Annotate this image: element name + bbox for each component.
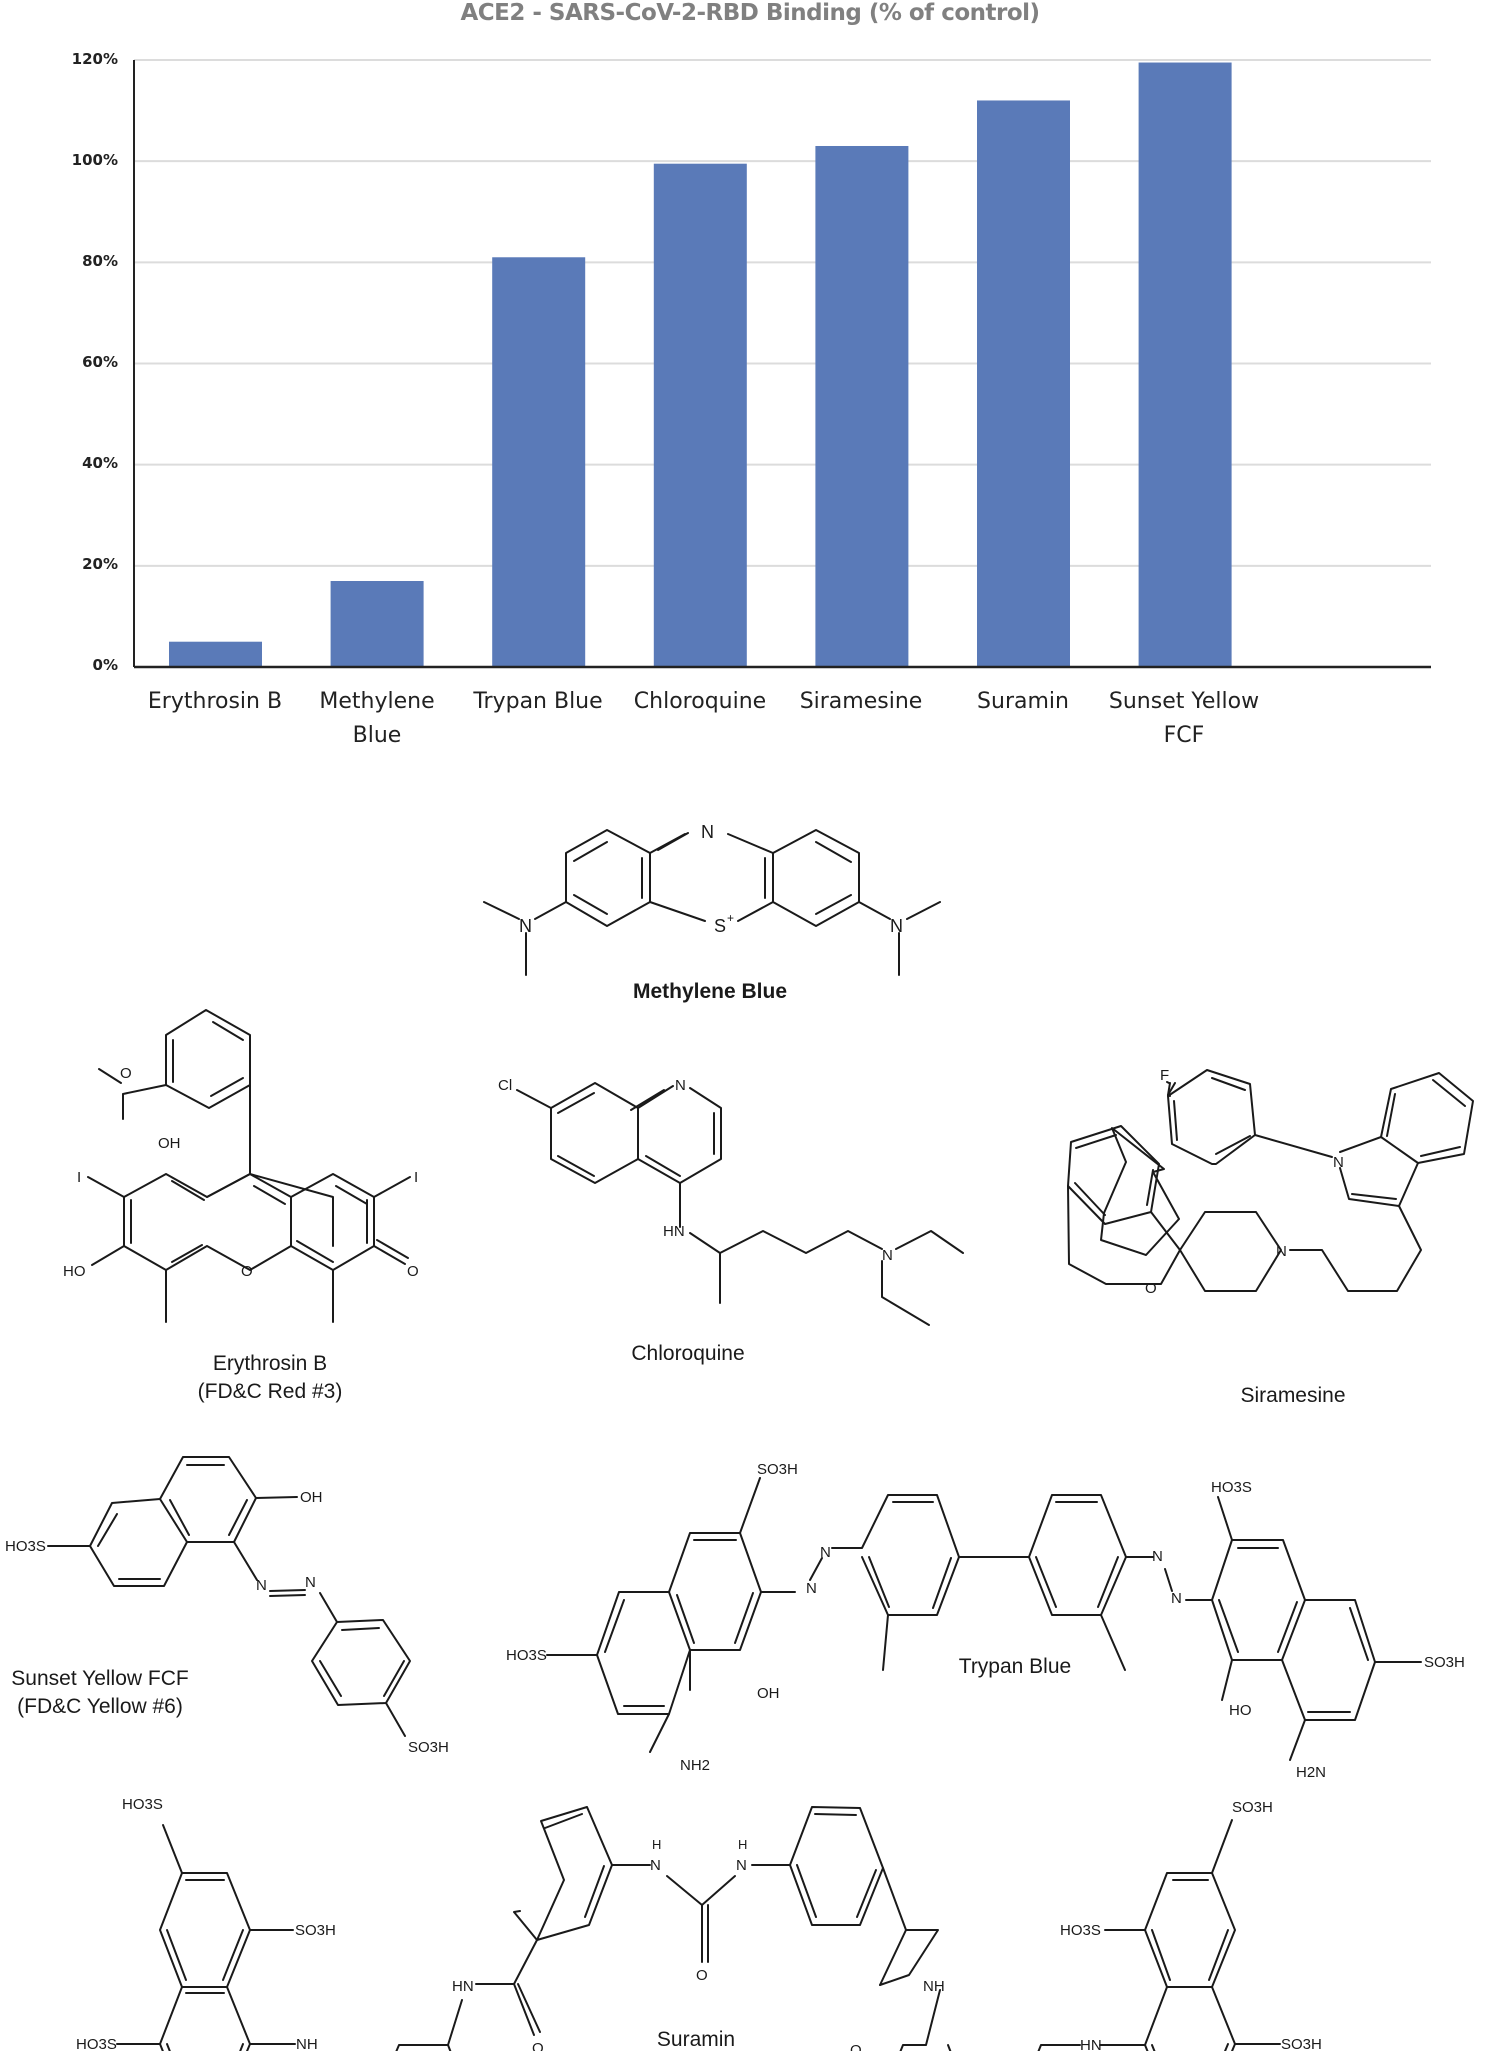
bar bbox=[1138, 62, 1232, 667]
svg-text:N: N bbox=[882, 1247, 893, 1264]
methylene-blue-label: Methylene Blue bbox=[632, 980, 788, 1003]
svg-text:N: N bbox=[806, 1580, 817, 1597]
svg-text:H: H bbox=[652, 1837, 661, 1852]
svg-text:HO: HO bbox=[1229, 1702, 1252, 1719]
x-tick-label: Methylene Blue bbox=[319, 689, 435, 748]
svg-text:N: N bbox=[1276, 1243, 1287, 1260]
svg-text:HN: HN bbox=[452, 1978, 474, 1995]
bar bbox=[492, 257, 586, 667]
chloroquine-structure: Cl N HN N bbox=[498, 1077, 964, 1326]
svg-text:SO3H: SO3H bbox=[757, 1461, 798, 1478]
x-tick-label: Trypan Blue bbox=[473, 689, 603, 714]
svg-text:HO3S: HO3S bbox=[122, 1796, 163, 1813]
y-tick-label: 60% bbox=[82, 353, 118, 371]
svg-text:HO3S: HO3S bbox=[1060, 1922, 1101, 1939]
svg-text:N: N bbox=[519, 916, 532, 936]
bar bbox=[815, 145, 909, 667]
svg-text:N: N bbox=[305, 1574, 316, 1591]
svg-text:OH: OH bbox=[300, 1489, 323, 1506]
suramin-structure: HO3S SO3H HO3S NH O HN O H N H N O NH O … bbox=[76, 1796, 1322, 2051]
y-tick-label: 120% bbox=[71, 50, 118, 68]
suramin-label: Suramin bbox=[656, 2028, 736, 2051]
svg-text:O: O bbox=[407, 1263, 419, 1280]
sunset-yellow-label: Sunset Yellow FCF (FD&C Yellow #6) bbox=[11, 1667, 189, 1718]
svg-text:N: N bbox=[820, 1544, 831, 1561]
x-tick-label: Suramin bbox=[977, 689, 1069, 714]
svg-text:O: O bbox=[1145, 1280, 1157, 1297]
svg-text:HN: HN bbox=[1080, 2037, 1102, 2051]
svg-text:NH2: NH2 bbox=[680, 1757, 710, 1774]
svg-text:+: + bbox=[727, 911, 734, 925]
x-tick-label: Erythrosin B bbox=[147, 689, 283, 714]
svg-text:SO3H: SO3H bbox=[408, 1739, 449, 1756]
bar bbox=[653, 163, 747, 667]
svg-text:HO3S: HO3S bbox=[5, 1538, 46, 1555]
trypan-blue-label: Trypan Blue bbox=[958, 1655, 1072, 1678]
y-tick-label: 100% bbox=[71, 151, 118, 169]
svg-text:N: N bbox=[736, 1857, 747, 1874]
gridlines bbox=[134, 59, 1431, 567]
y-tick-label: 20% bbox=[82, 555, 118, 573]
svg-text:F: F bbox=[1160, 1067, 1169, 1084]
bar bbox=[977, 100, 1070, 667]
svg-text:S: S bbox=[714, 916, 726, 936]
svg-text:SO3H: SO3H bbox=[1281, 2036, 1322, 2051]
svg-text:N: N bbox=[1152, 1548, 1163, 1565]
erythrosin-b-structure: O OH I I HO O O bbox=[63, 1009, 419, 1323]
svg-text:OH: OH bbox=[158, 1135, 181, 1152]
svg-text:N: N bbox=[256, 1577, 267, 1594]
svg-text:O: O bbox=[532, 2040, 544, 2051]
svg-text:HO3S: HO3S bbox=[506, 1647, 547, 1664]
siramesine-label: Siramesine bbox=[1240, 1384, 1346, 1407]
svg-text:SO3H: SO3H bbox=[1232, 1799, 1273, 1816]
y-tick-label: 80% bbox=[82, 252, 118, 270]
y-tick-label: 0% bbox=[92, 656, 118, 674]
methylene-blue-structure: N S + N N bbox=[483, 822, 941, 976]
svg-text:N: N bbox=[1171, 1590, 1182, 1607]
svg-text:H: H bbox=[738, 1837, 747, 1852]
svg-text:N: N bbox=[650, 1857, 661, 1874]
trypan-blue-structure: SO3H HO3S OH NH2 N N N N HO3S SO3H HO H2… bbox=[506, 1461, 1465, 1781]
siramesine-structure: F N N O bbox=[1067, 1067, 1474, 1297]
x-tick-label: Sunset Yellow FCF bbox=[1108, 689, 1260, 748]
svg-text:NH: NH bbox=[296, 2036, 318, 2051]
svg-text:HO: HO bbox=[63, 1263, 86, 1280]
svg-text:O: O bbox=[696, 1967, 708, 1984]
svg-text:O: O bbox=[241, 1263, 253, 1280]
svg-text:NH: NH bbox=[923, 1978, 945, 1995]
svg-text:SO3H: SO3H bbox=[1424, 1654, 1465, 1671]
svg-text:N: N bbox=[701, 822, 714, 842]
chart-title: ACE2 - SARS-CoV-2-RBD Binding (% of cont… bbox=[460, 0, 1040, 26]
erythrosin-b-label: Erythrosin B (FD&C Red #3) bbox=[197, 1352, 343, 1403]
svg-text:OH: OH bbox=[757, 1685, 780, 1702]
svg-text:I: I bbox=[77, 1169, 81, 1186]
bars bbox=[169, 62, 1232, 667]
svg-text:O: O bbox=[120, 1065, 132, 1082]
y-tick-label: 40% bbox=[82, 454, 118, 472]
bar bbox=[330, 581, 424, 667]
svg-text:HO3S: HO3S bbox=[76, 2036, 117, 2051]
svg-text:Cl: Cl bbox=[498, 1077, 512, 1094]
svg-text:SO3H: SO3H bbox=[295, 1922, 336, 1939]
svg-text:I: I bbox=[414, 1169, 418, 1186]
bar-chart bbox=[133, 59, 1431, 669]
svg-text:HN: HN bbox=[663, 1223, 685, 1240]
x-tick-label: Siramesine bbox=[799, 689, 923, 714]
svg-text:H2N: H2N bbox=[1296, 1764, 1326, 1781]
bar bbox=[169, 641, 262, 667]
x-tick-label: Chloroquine bbox=[633, 689, 767, 714]
svg-text:N: N bbox=[675, 1077, 686, 1094]
svg-text:HO3S: HO3S bbox=[1211, 1479, 1252, 1496]
svg-text:N: N bbox=[890, 916, 903, 936]
svg-text:N: N bbox=[1333, 1154, 1344, 1171]
svg-text:O: O bbox=[850, 2042, 862, 2051]
chloroquine-label: Chloroquine bbox=[631, 1342, 745, 1365]
